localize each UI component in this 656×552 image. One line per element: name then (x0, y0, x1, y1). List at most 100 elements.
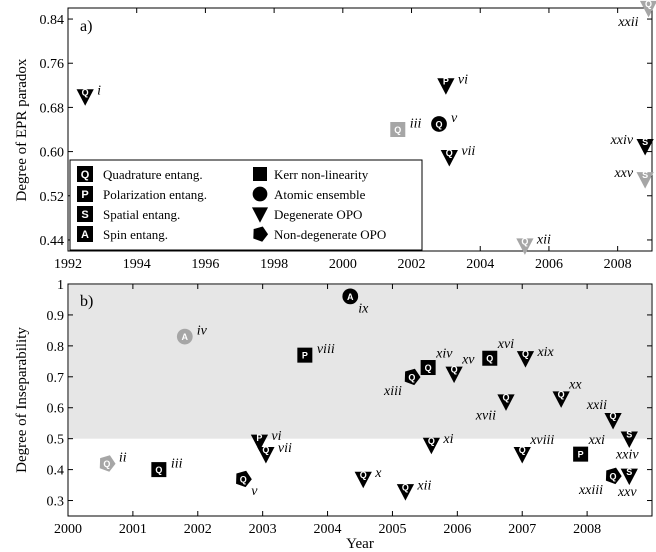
panel-b-xlabel: Year (346, 536, 374, 552)
panel-a-marker-xxii (639, 0, 656, 18)
panel-a-point-label: iii (410, 117, 422, 132)
panel-a-label: a) (80, 18, 92, 35)
panel-b-ytick-label: 0.6 (47, 402, 65, 417)
panel-b-marker-vii (257, 447, 275, 464)
legend-key-box (77, 186, 93, 202)
panel-b-marker-iii (151, 462, 167, 478)
panel-a-marker-letter: S (642, 137, 648, 147)
panel-b-marker-letter: P (578, 450, 584, 460)
panel-b-point-label: ix (358, 301, 369, 316)
panel-b-marker-letter: Q (610, 471, 617, 481)
legend-text: Spin entang. (103, 227, 168, 242)
legend-item-pentagon: Non-degenerate OPO (253, 226, 386, 242)
panel-a-marker-xxv (636, 172, 654, 189)
panel-b-point-label: xxii (586, 398, 607, 413)
panel-a-xtick-label: 1994 (123, 257, 151, 272)
panel-a-marker-xxiv (636, 138, 654, 156)
legend-text: Atomic ensemble (274, 187, 366, 202)
legend-text: Non-degenerate OPO (274, 227, 386, 242)
panel-b-marker-xxiii (605, 467, 622, 485)
panel-a-ytick-label: 0.68 (40, 101, 65, 116)
panel-b-marker-xi (422, 437, 441, 455)
panel-b-ytick-label: 1 (57, 278, 64, 293)
panel-b-point-label: xvii (475, 409, 496, 424)
panel-a-point-label: i (97, 83, 101, 98)
panel-b-marker-letter: Q (558, 389, 565, 399)
panel-b-ylabel: Degree of Inseparability (14, 327, 30, 473)
legend-item-square: Kerr non-linearity (253, 167, 369, 182)
panel-a-ytick-label: 0.44 (40, 234, 65, 249)
panel-b-marker-letter: P (256, 433, 262, 443)
panel-b-marker-letter: S (626, 430, 632, 440)
panel-a-marker-letter: Q (446, 148, 453, 158)
panel-a-ytick-label: 0.76 (40, 57, 65, 72)
legend-key-letter: A (81, 229, 89, 241)
panel-b-point-label: iii (171, 457, 183, 472)
panel-b-point-label: xxiii (578, 483, 603, 498)
panel-b-point-v: Qv (236, 470, 258, 499)
panel-b-marker-xii (396, 484, 415, 501)
legend-item-A: A Spin entang. (77, 226, 168, 242)
panel-b-ytick-label: 0.3 (47, 495, 65, 510)
legend-item-S: S Spatial entang. (77, 206, 180, 222)
panel-a-xtick-label: 2008 (604, 257, 632, 272)
panel-b-marker-letter: A (182, 332, 189, 342)
legend-text: Kerr non-linearity (274, 167, 369, 182)
panel-a-point-label: xxv (613, 166, 633, 181)
panel-b-marker-letter: Q (408, 372, 415, 382)
panel-b-ytick-label: 0.9 (47, 309, 65, 324)
panel-a-marker-letter: S (642, 170, 648, 180)
panel-b-marker-v (236, 470, 252, 488)
panel-b-marker-vi (250, 434, 269, 452)
panel-a-xtick-label: 2000 (329, 257, 357, 272)
panel-b-marker-xxiv (620, 431, 638, 449)
panel-a-xtick-label: 2006 (535, 257, 563, 272)
panel-b-point-label: xi (442, 432, 453, 447)
panel-b-point-label: xix (536, 345, 554, 360)
panel-b: b) Degree of Inseparability Year 2000 200… (14, 278, 653, 552)
legend-key-box (77, 206, 93, 222)
panel-a-marker-i (76, 89, 94, 106)
panel-b-marker-xviii (513, 447, 531, 464)
legend-shape-square (253, 167, 267, 181)
panel-b-marker-letter: Q (360, 470, 367, 480)
legend-shape-pentagon (253, 226, 269, 242)
panel-b-marker-xxii (604, 412, 622, 430)
panel-b-marker-ix (342, 288, 359, 305)
panel-b-marker-xvii (497, 394, 515, 411)
panel-a-point-label: vi (458, 72, 468, 87)
panel-b-marker-xvi (482, 350, 498, 366)
panel-b-ytick-label: 0.4 (47, 464, 65, 479)
legend-key-letter: S (81, 209, 88, 221)
panel-b-xtick-label: 2001 (119, 522, 147, 537)
panel-a-marker-letter: Q (394, 125, 401, 135)
panel-b-marker-letter: Q (522, 349, 529, 359)
panel-b-xtick-label: 2006 (443, 522, 471, 537)
panel-a-marker-letter: Q (521, 236, 528, 246)
panel-a-marker-vi (437, 78, 455, 95)
panel-b-label: b) (80, 293, 93, 310)
panel-b-point-label: ii (119, 450, 127, 465)
panel-b-marker-letter: Q (519, 445, 526, 455)
panel-a-point-label: xxiv (610, 133, 634, 148)
panel-b-marker-letter: Q (103, 459, 110, 469)
panel-b-point-label: xiii (383, 384, 402, 399)
panel-b-xtick-label: 2005 (378, 522, 406, 537)
panel-b-marker-xiii (404, 368, 421, 386)
panel-b-marker-letter: S (626, 467, 632, 477)
panel-b-marker-xiv (420, 360, 436, 376)
panel-b-marker-letter: Q (262, 445, 269, 455)
legend-item-P: P Polarization entang. (77, 186, 207, 202)
panel-b-marker-letter: Q (425, 363, 432, 373)
